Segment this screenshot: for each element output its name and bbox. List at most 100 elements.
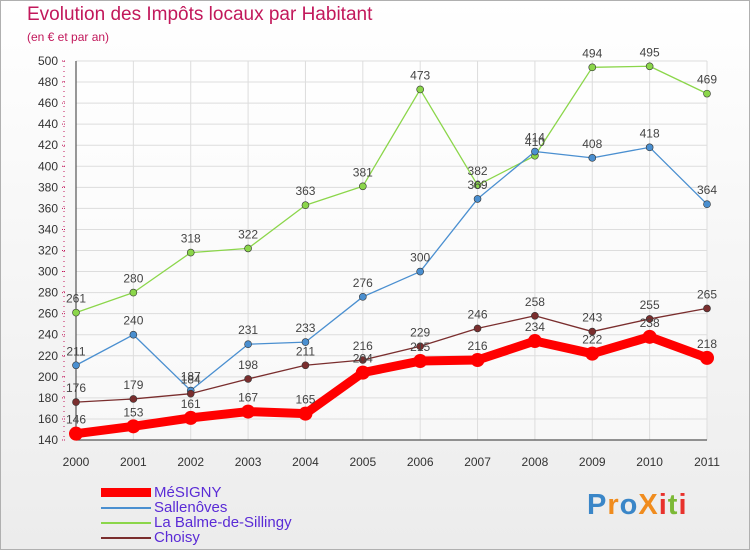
data-point bbox=[359, 182, 367, 191]
data-point bbox=[186, 248, 195, 257]
y-tick-label: 420 bbox=[38, 138, 58, 152]
x-tick-label: 2011 bbox=[694, 455, 720, 469]
brand-letter: i bbox=[658, 489, 668, 521]
data-label: 167 bbox=[238, 391, 258, 405]
data-label: 494 bbox=[582, 46, 602, 60]
data-label: 280 bbox=[123, 272, 143, 286]
data-point bbox=[355, 365, 370, 380]
legend-label: Sallenôves bbox=[154, 499, 228, 516]
data-label: 473 bbox=[410, 68, 430, 82]
data-point bbox=[301, 338, 310, 346]
legend-swatch bbox=[101, 506, 151, 509]
data-label: 469 bbox=[697, 73, 717, 87]
legend-swatch bbox=[101, 536, 151, 539]
data-label: 381 bbox=[353, 165, 373, 179]
series-line bbox=[75, 146, 708, 392]
data-label: 216 bbox=[468, 339, 488, 353]
data-point bbox=[301, 201, 310, 210]
data-point bbox=[531, 147, 539, 156]
x-tick-label: 2007 bbox=[464, 455, 491, 469]
data-point bbox=[416, 267, 424, 276]
brand-letter: o bbox=[619, 489, 639, 521]
data-point bbox=[413, 354, 428, 369]
brand-logo: ProXiti bbox=[587, 489, 688, 522]
data-label: 246 bbox=[468, 307, 488, 321]
legend-label: La Balme-de-Sillingy bbox=[154, 514, 292, 531]
chart-subtitle: (en € et par an) bbox=[27, 30, 110, 44]
x-tick-label: 2006 bbox=[407, 455, 434, 469]
data-label: 231 bbox=[238, 323, 258, 337]
data-point bbox=[72, 308, 80, 317]
data-label: 364 bbox=[697, 183, 717, 197]
series-line bbox=[75, 65, 708, 314]
x-tick-label: 2001 bbox=[120, 455, 147, 469]
data-label: 408 bbox=[582, 137, 602, 151]
data-label: 369 bbox=[468, 178, 488, 192]
data-label: 198 bbox=[238, 358, 258, 372]
data-label: 233 bbox=[295, 321, 315, 335]
x-tick-label: 2002 bbox=[177, 455, 204, 469]
data-point bbox=[473, 195, 482, 203]
data-point bbox=[588, 154, 597, 162]
data-point bbox=[588, 63, 597, 72]
data-label: 176 bbox=[66, 381, 86, 395]
data-label: 234 bbox=[525, 320, 545, 334]
data-label: 261 bbox=[66, 292, 86, 306]
brand-letter: r bbox=[607, 489, 620, 521]
y-tick-label: 200 bbox=[38, 370, 58, 384]
data-point bbox=[585, 346, 600, 361]
data-point bbox=[645, 62, 654, 71]
data-label: 146 bbox=[66, 413, 86, 427]
y-tick-label: 220 bbox=[38, 349, 58, 363]
y-tick-label: 460 bbox=[38, 96, 58, 110]
y-tick-label: 260 bbox=[38, 307, 58, 321]
data-label: 300 bbox=[410, 251, 430, 265]
data-point bbox=[72, 398, 80, 406]
data-label: 238 bbox=[640, 316, 660, 330]
data-point bbox=[642, 329, 657, 344]
data-point bbox=[527, 334, 542, 349]
brand-letter: t bbox=[667, 489, 679, 521]
data-point bbox=[129, 288, 138, 297]
brand-letter: X bbox=[638, 489, 659, 521]
x-tick-label: 2004 bbox=[292, 455, 319, 469]
data-label: 418 bbox=[640, 126, 660, 140]
data-point bbox=[703, 200, 711, 208]
legend-label: MéSIGNY bbox=[154, 484, 222, 501]
data-label: 179 bbox=[123, 378, 143, 392]
x-tick-label: 2009 bbox=[579, 455, 606, 469]
data-point bbox=[703, 89, 711, 98]
data-label: 211 bbox=[66, 344, 85, 358]
y-tick-label: 480 bbox=[38, 75, 58, 89]
brand-letter: i bbox=[678, 489, 688, 521]
data-label: 165 bbox=[295, 393, 315, 407]
data-point bbox=[703, 304, 711, 313]
y-tick-label: 360 bbox=[38, 201, 58, 215]
data-label: 204 bbox=[353, 352, 373, 366]
data-point bbox=[129, 395, 138, 403]
data-point bbox=[244, 340, 252, 348]
data-label: 243 bbox=[582, 311, 602, 325]
data-label: 276 bbox=[353, 276, 373, 290]
y-tick-label: 240 bbox=[38, 328, 58, 342]
data-label: 229 bbox=[410, 325, 430, 339]
data-label: 322 bbox=[238, 227, 258, 241]
data-point bbox=[359, 293, 367, 301]
data-point bbox=[129, 330, 138, 339]
data-label: 240 bbox=[123, 314, 143, 328]
x-tick-label: 2005 bbox=[349, 455, 376, 469]
y-tick-label: 440 bbox=[38, 117, 58, 131]
y-tick-label: 400 bbox=[38, 159, 58, 173]
data-point bbox=[69, 426, 83, 441]
chart-title: Evolution des Impôts locaux par Habitant bbox=[27, 4, 373, 25]
data-point bbox=[700, 350, 714, 365]
data-label: 153 bbox=[123, 405, 143, 419]
data-label: 495 bbox=[640, 45, 660, 59]
data-point bbox=[531, 311, 539, 320]
data-label: 265 bbox=[697, 287, 717, 301]
data-label: 318 bbox=[181, 232, 201, 246]
data-label: 218 bbox=[697, 337, 717, 351]
y-tick-label: 320 bbox=[38, 244, 58, 258]
legend-label: Choisy bbox=[154, 529, 200, 546]
